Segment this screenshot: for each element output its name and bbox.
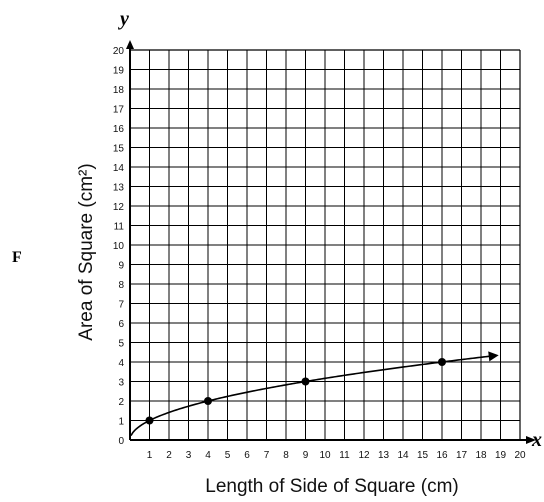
answer-choice-label: F [12, 249, 22, 266]
x-tick-label: 9 [303, 450, 309, 461]
y-tick-label: 12 [113, 202, 125, 213]
x-tick-label: 1 [147, 450, 153, 461]
series-arrowhead [488, 351, 499, 362]
data-point [301, 377, 310, 386]
y-tick-label: 0 [118, 436, 124, 447]
y-axis-title: Area of Square (cm²) [76, 163, 97, 340]
x-tick-label: 19 [495, 450, 507, 461]
x-tick-label: 8 [283, 450, 289, 461]
y-tick-label: 18 [113, 85, 125, 96]
y-tick-label: 11 [114, 222, 125, 233]
x-tick-label: 2 [166, 450, 172, 461]
x-tick-label: 20 [514, 450, 526, 461]
x-tick-label: 18 [475, 450, 487, 461]
y-tick-label: 19 [113, 66, 125, 77]
x-axis-title: Length of Side of Square (cm) [205, 476, 458, 497]
y-tick-label: 6 [118, 319, 124, 330]
y-tick-label: 5 [118, 339, 124, 350]
y-axis-arrowhead [126, 40, 134, 49]
y-tick-label: 20 [113, 46, 125, 57]
y-tick-label: 4 [118, 358, 124, 369]
x-tick-label: 12 [358, 450, 370, 461]
data-point [438, 358, 446, 366]
x-tick-label: 13 [378, 450, 390, 461]
grid-lines [129, 49, 521, 441]
x-tick-label: 16 [436, 450, 448, 461]
x-tick-label: 15 [417, 450, 429, 461]
series [130, 351, 499, 437]
y-tick-label: 16 [113, 124, 125, 135]
series-curve [130, 355, 491, 437]
y-tick-label: 1 [118, 417, 124, 428]
y-tick-label: 8 [118, 280, 124, 291]
data-point [204, 397, 212, 405]
x-axis-variable: x [531, 429, 542, 451]
y-tick-label: 3 [118, 378, 124, 389]
x-tick-label: 17 [456, 450, 468, 461]
x-tick-label: 7 [264, 450, 270, 461]
x-tick-label: 3 [186, 450, 192, 461]
y-axis-variable: y [118, 8, 129, 30]
x-tick-label: 4 [205, 450, 211, 461]
x-tick-label: 14 [397, 450, 409, 461]
x-tick-label: 6 [244, 450, 250, 461]
y-tick-label: 7 [118, 300, 124, 311]
x-tick-label: 5 [225, 450, 231, 461]
y-tick-label: 17 [113, 105, 125, 116]
x-tick-label: 11 [339, 450, 350, 461]
y-tick-label: 13 [113, 183, 125, 194]
y-tick-label: 10 [113, 241, 125, 252]
x-axis-arrowhead [526, 436, 536, 444]
axes [126, 40, 536, 444]
y-tick-label: 2 [118, 397, 124, 408]
y-tick-label: 15 [113, 144, 125, 155]
x-tick-label: 10 [319, 450, 331, 461]
data-point [145, 416, 154, 425]
y-tick-label: 14 [113, 163, 125, 174]
y-tick-label: 9 [118, 261, 124, 272]
